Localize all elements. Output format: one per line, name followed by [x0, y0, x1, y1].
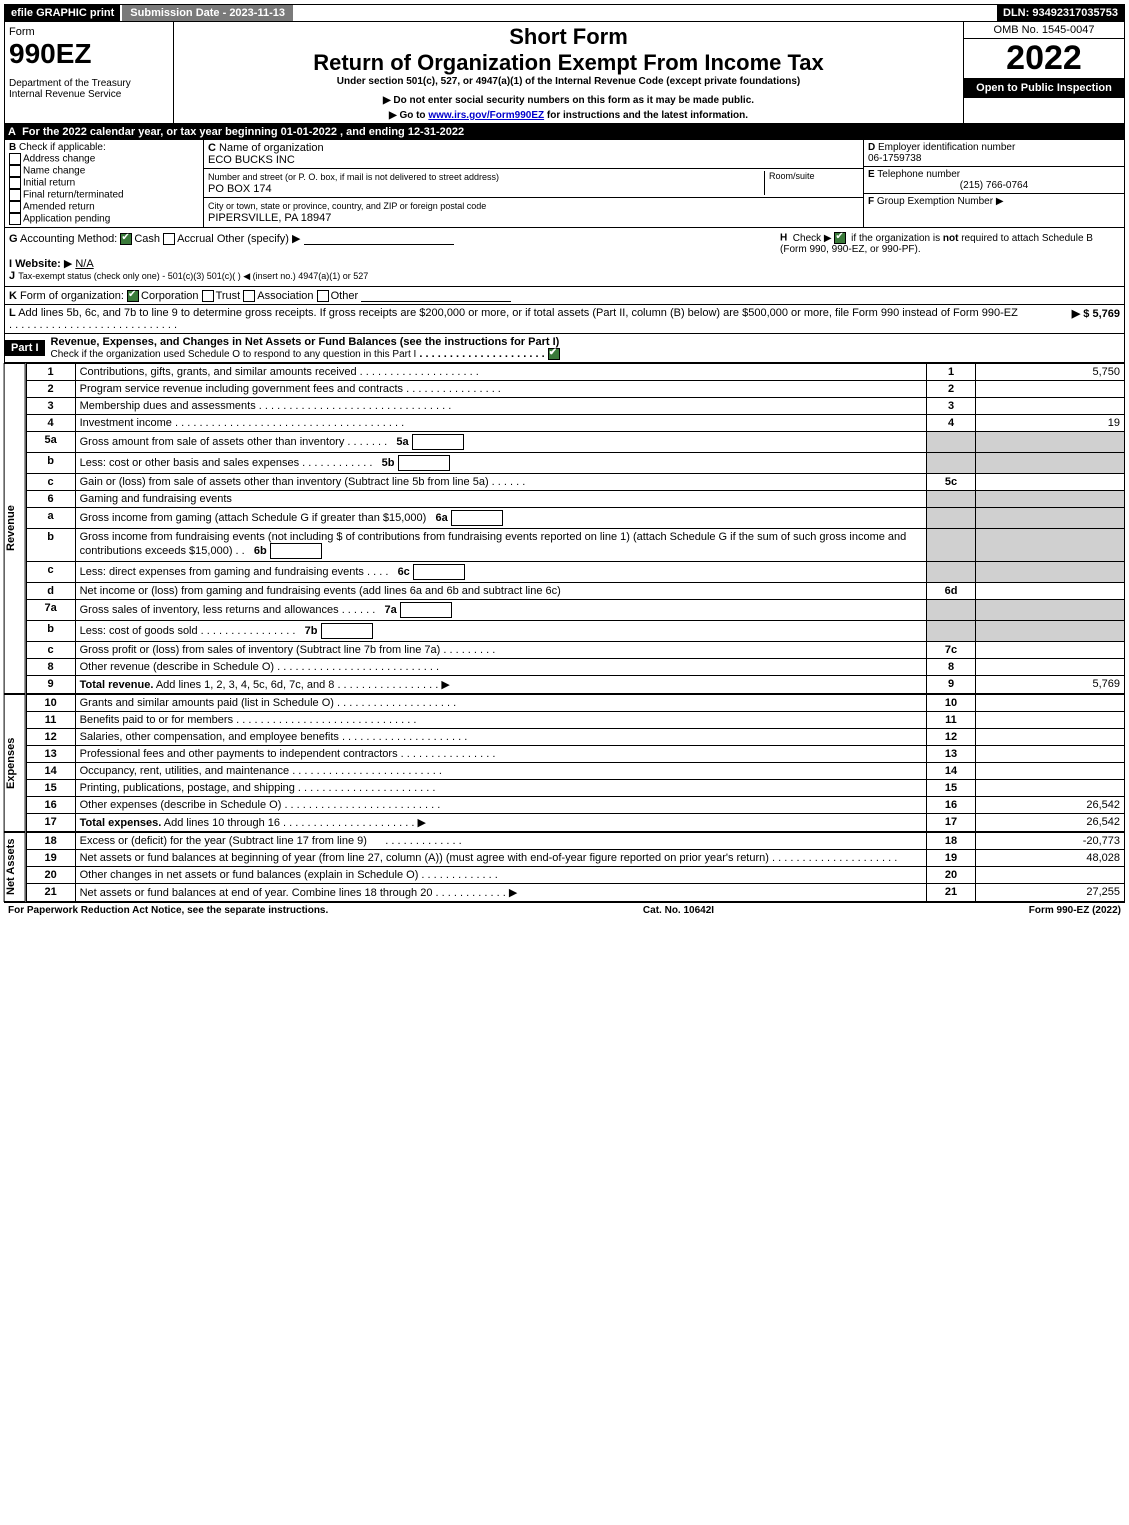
checkbox-trust[interactable]: [202, 290, 214, 302]
footer-mid: Cat. No. 10642I: [643, 905, 714, 916]
checkbox-cash[interactable]: [120, 233, 132, 245]
ein-value: 06-1759738: [868, 153, 921, 164]
checkbox-amended-return[interactable]: [9, 201, 21, 213]
netassets-table: 18Excess or (deficit) for the year (Subt…: [26, 832, 1125, 902]
footer-left: For Paperwork Reduction Act Notice, see …: [8, 905, 328, 916]
org-name: ECO BUCKS INC: [208, 154, 295, 166]
other-org-input[interactable]: [361, 289, 511, 302]
note2-post: for instructions and the latest informat…: [544, 110, 748, 121]
netassets-side-label: Net Assets: [4, 832, 26, 902]
efile-label[interactable]: efile GRAPHIC print: [5, 5, 120, 21]
street-value: PO BOX 174: [208, 183, 272, 195]
irs-link[interactable]: www.irs.gov/Form990EZ: [428, 110, 544, 121]
tax-exempt-status: Tax-exempt status (check only one) - 501…: [18, 271, 368, 281]
section-a-text: For the 2022 calendar year, or tax year …: [22, 126, 464, 138]
row-k: K Form of organization: Corporation Trus…: [4, 287, 1125, 305]
opt-application-pending: Application pending: [23, 214, 110, 225]
checkbox-application-pending[interactable]: [9, 213, 21, 225]
city-value: PIPERSVILLE, PA 18947: [208, 212, 331, 224]
row-l-amount: ▶ $ 5,769: [1020, 307, 1120, 331]
open-public-badge: Open to Public Inspection: [964, 78, 1124, 98]
checkbox-corporation[interactable]: [127, 290, 139, 302]
section-d: D Employer identification number 06-1759…: [863, 140, 1124, 227]
page-footer: For Paperwork Reduction Act Notice, see …: [4, 902, 1125, 918]
opt-address-change: Address change: [23, 154, 95, 165]
checkbox-initial-return[interactable]: [9, 177, 21, 189]
info-block: B Check if applicable: Address change Na…: [4, 140, 1125, 228]
checkbox-h[interactable]: [834, 232, 846, 244]
other-specify-input[interactable]: [304, 232, 454, 245]
submission-date: Submission Date - 2023-11-13: [120, 5, 293, 21]
row-g-h: G Accounting Method: Cash Accrual Other …: [4, 228, 1125, 287]
part-i-label: Part I: [5, 340, 45, 356]
opt-final-return: Final return/terminated: [23, 190, 124, 201]
short-form-title: Short Form: [176, 24, 961, 50]
note-link-row: ▶ Go to www.irs.gov/Form990EZ for instru…: [176, 110, 961, 121]
main-title: Return of Organization Exempt From Incom…: [176, 50, 961, 76]
top-bar: efile GRAPHIC print Submission Date - 20…: [4, 4, 1125, 22]
netassets-section: Net Assets 18Excess or (deficit) for the…: [4, 832, 1125, 902]
h-label: H: [780, 233, 787, 244]
checkbox-name-change[interactable]: [9, 165, 21, 177]
part-i-header: Part I Revenue, Expenses, and Changes in…: [4, 334, 1125, 363]
street-label: Number and street (or P. O. box, if mail…: [208, 172, 499, 182]
row-l: L Add lines 5b, 6c, and 7b to line 9 to …: [4, 305, 1125, 334]
section-a-row: A For the 2022 calendar year, or tax yea…: [4, 124, 1125, 140]
part-i-title: Revenue, Expenses, and Changes in Net As…: [51, 336, 560, 348]
section-b-title: Check if applicable:: [19, 142, 106, 153]
checkbox-final-return[interactable]: [9, 189, 21, 201]
expenses-section: Expenses 10Grants and similar amounts pa…: [4, 694, 1125, 832]
opt-cash: Cash: [134, 233, 160, 245]
revenue-table: 1Contributions, gifts, grants, and simil…: [26, 363, 1125, 694]
omb-number: OMB No. 1545-0047: [964, 22, 1124, 39]
expenses-side-label: Expenses: [4, 694, 26, 832]
website-label: Website:: [15, 258, 61, 270]
opt-other: Other (specify): [217, 233, 289, 245]
website-value: N/A: [75, 258, 93, 270]
room-suite-label: Room/suite: [764, 171, 859, 195]
opt-initial-return: Initial return: [23, 178, 75, 189]
department: Department of the Treasury Internal Reve…: [9, 78, 169, 100]
row-l-text: Add lines 5b, 6c, and 7b to line 9 to de…: [18, 307, 1018, 319]
opt-accrual: Accrual: [177, 233, 214, 245]
section-b: B Check if applicable: Address change Na…: [5, 140, 204, 227]
tel-value: (215) 766-0764: [868, 180, 1120, 191]
form-header: Form 990EZ Department of the Treasury In…: [4, 22, 1125, 124]
checkbox-accrual[interactable]: [163, 233, 175, 245]
revenue-side-label: Revenue: [4, 363, 26, 694]
group-label: Group Exemption Number: [877, 196, 993, 207]
checkbox-association[interactable]: [243, 290, 255, 302]
checkbox-address-change[interactable]: [9, 153, 21, 165]
city-label: City or town, state or province, country…: [208, 201, 486, 211]
form-number: 990EZ: [9, 38, 169, 70]
opt-amended-return: Amended return: [23, 202, 95, 213]
accounting-label: Accounting Method:: [20, 233, 117, 245]
checkbox-other-org[interactable]: [317, 290, 329, 302]
checkbox-schedule-o[interactable]: [548, 348, 560, 360]
note2-pre: Go to: [399, 110, 428, 121]
expenses-table: 10Grants and similar amounts paid (list …: [26, 694, 1125, 832]
part-i-check-note: Check if the organization used Schedule …: [51, 349, 417, 360]
name-label: Name of organization: [219, 142, 324, 154]
note-ssn: Do not enter social security numbers on …: [176, 95, 961, 106]
h-text: Check ▶ if the organization is not requi…: [780, 233, 1093, 255]
opt-name-change: Name change: [23, 166, 85, 177]
dln-label: DLN: 93492317035753: [997, 5, 1124, 21]
ein-label: Employer identification number: [878, 142, 1015, 153]
form-word: Form: [9, 26, 169, 38]
footer-right: Form 990-EZ (2022): [1029, 905, 1121, 916]
section-c: C Name of organization ECO BUCKS INC Num…: [204, 140, 863, 227]
revenue-section: Revenue 1Contributions, gifts, grants, a…: [4, 363, 1125, 694]
tax-year: 2022: [964, 39, 1124, 78]
tel-label: Telephone number: [877, 169, 960, 180]
subtitle: Under section 501(c), 527, or 4947(a)(1)…: [176, 76, 961, 87]
